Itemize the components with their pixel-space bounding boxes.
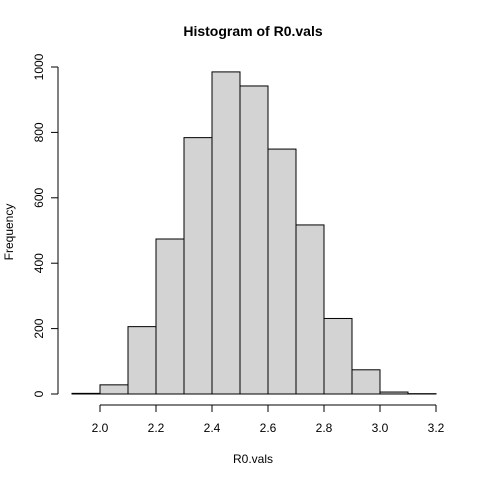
histogram-bar-11 bbox=[379, 391, 409, 395]
y-axis-label: Frequency bbox=[2, 204, 16, 261]
histogram-bar-0 bbox=[71, 392, 101, 395]
x-tick-label: 2.8 bbox=[316, 421, 333, 435]
y-tick-label: 600 bbox=[32, 187, 46, 207]
x-tick-label: 3.2 bbox=[428, 421, 445, 435]
histogram-bar-8 bbox=[295, 224, 325, 395]
x-tick-label: 2.0 bbox=[92, 421, 109, 435]
histogram-bar-4 bbox=[183, 137, 213, 395]
y-tick-label: 200 bbox=[32, 318, 46, 338]
y-tick-label: 400 bbox=[32, 253, 46, 273]
x-tick-label: 2.4 bbox=[204, 421, 221, 435]
y-tick-label: 1000 bbox=[32, 53, 46, 80]
histogram-bar-10 bbox=[351, 369, 381, 395]
x-axis-label: R0.vals bbox=[233, 452, 273, 466]
y-tick-label: 0 bbox=[32, 390, 46, 397]
histogram-bar-5 bbox=[211, 71, 241, 395]
y-tick-label: 800 bbox=[32, 122, 46, 142]
histogram-bar-6 bbox=[239, 85, 269, 395]
x-axis: 2.0 2.2 2.4 2.6 2.8 3.0 3.2 bbox=[92, 404, 445, 435]
histogram-bar-2 bbox=[127, 326, 157, 395]
histogram-bar-3 bbox=[155, 238, 185, 395]
histogram-bars bbox=[71, 71, 437, 395]
histogram-bar-1 bbox=[99, 384, 129, 395]
x-tick-label: 3.0 bbox=[372, 421, 389, 435]
chart-title: Histogram of R0.vals bbox=[183, 23, 322, 39]
y-axis: 0 200 400 600 800 1000 bbox=[32, 53, 59, 397]
x-tick-label: 2.6 bbox=[260, 421, 277, 435]
histogram-bar-9 bbox=[323, 317, 353, 395]
x-tick-label: 2.2 bbox=[148, 421, 165, 435]
histogram-bar-7 bbox=[267, 148, 297, 395]
